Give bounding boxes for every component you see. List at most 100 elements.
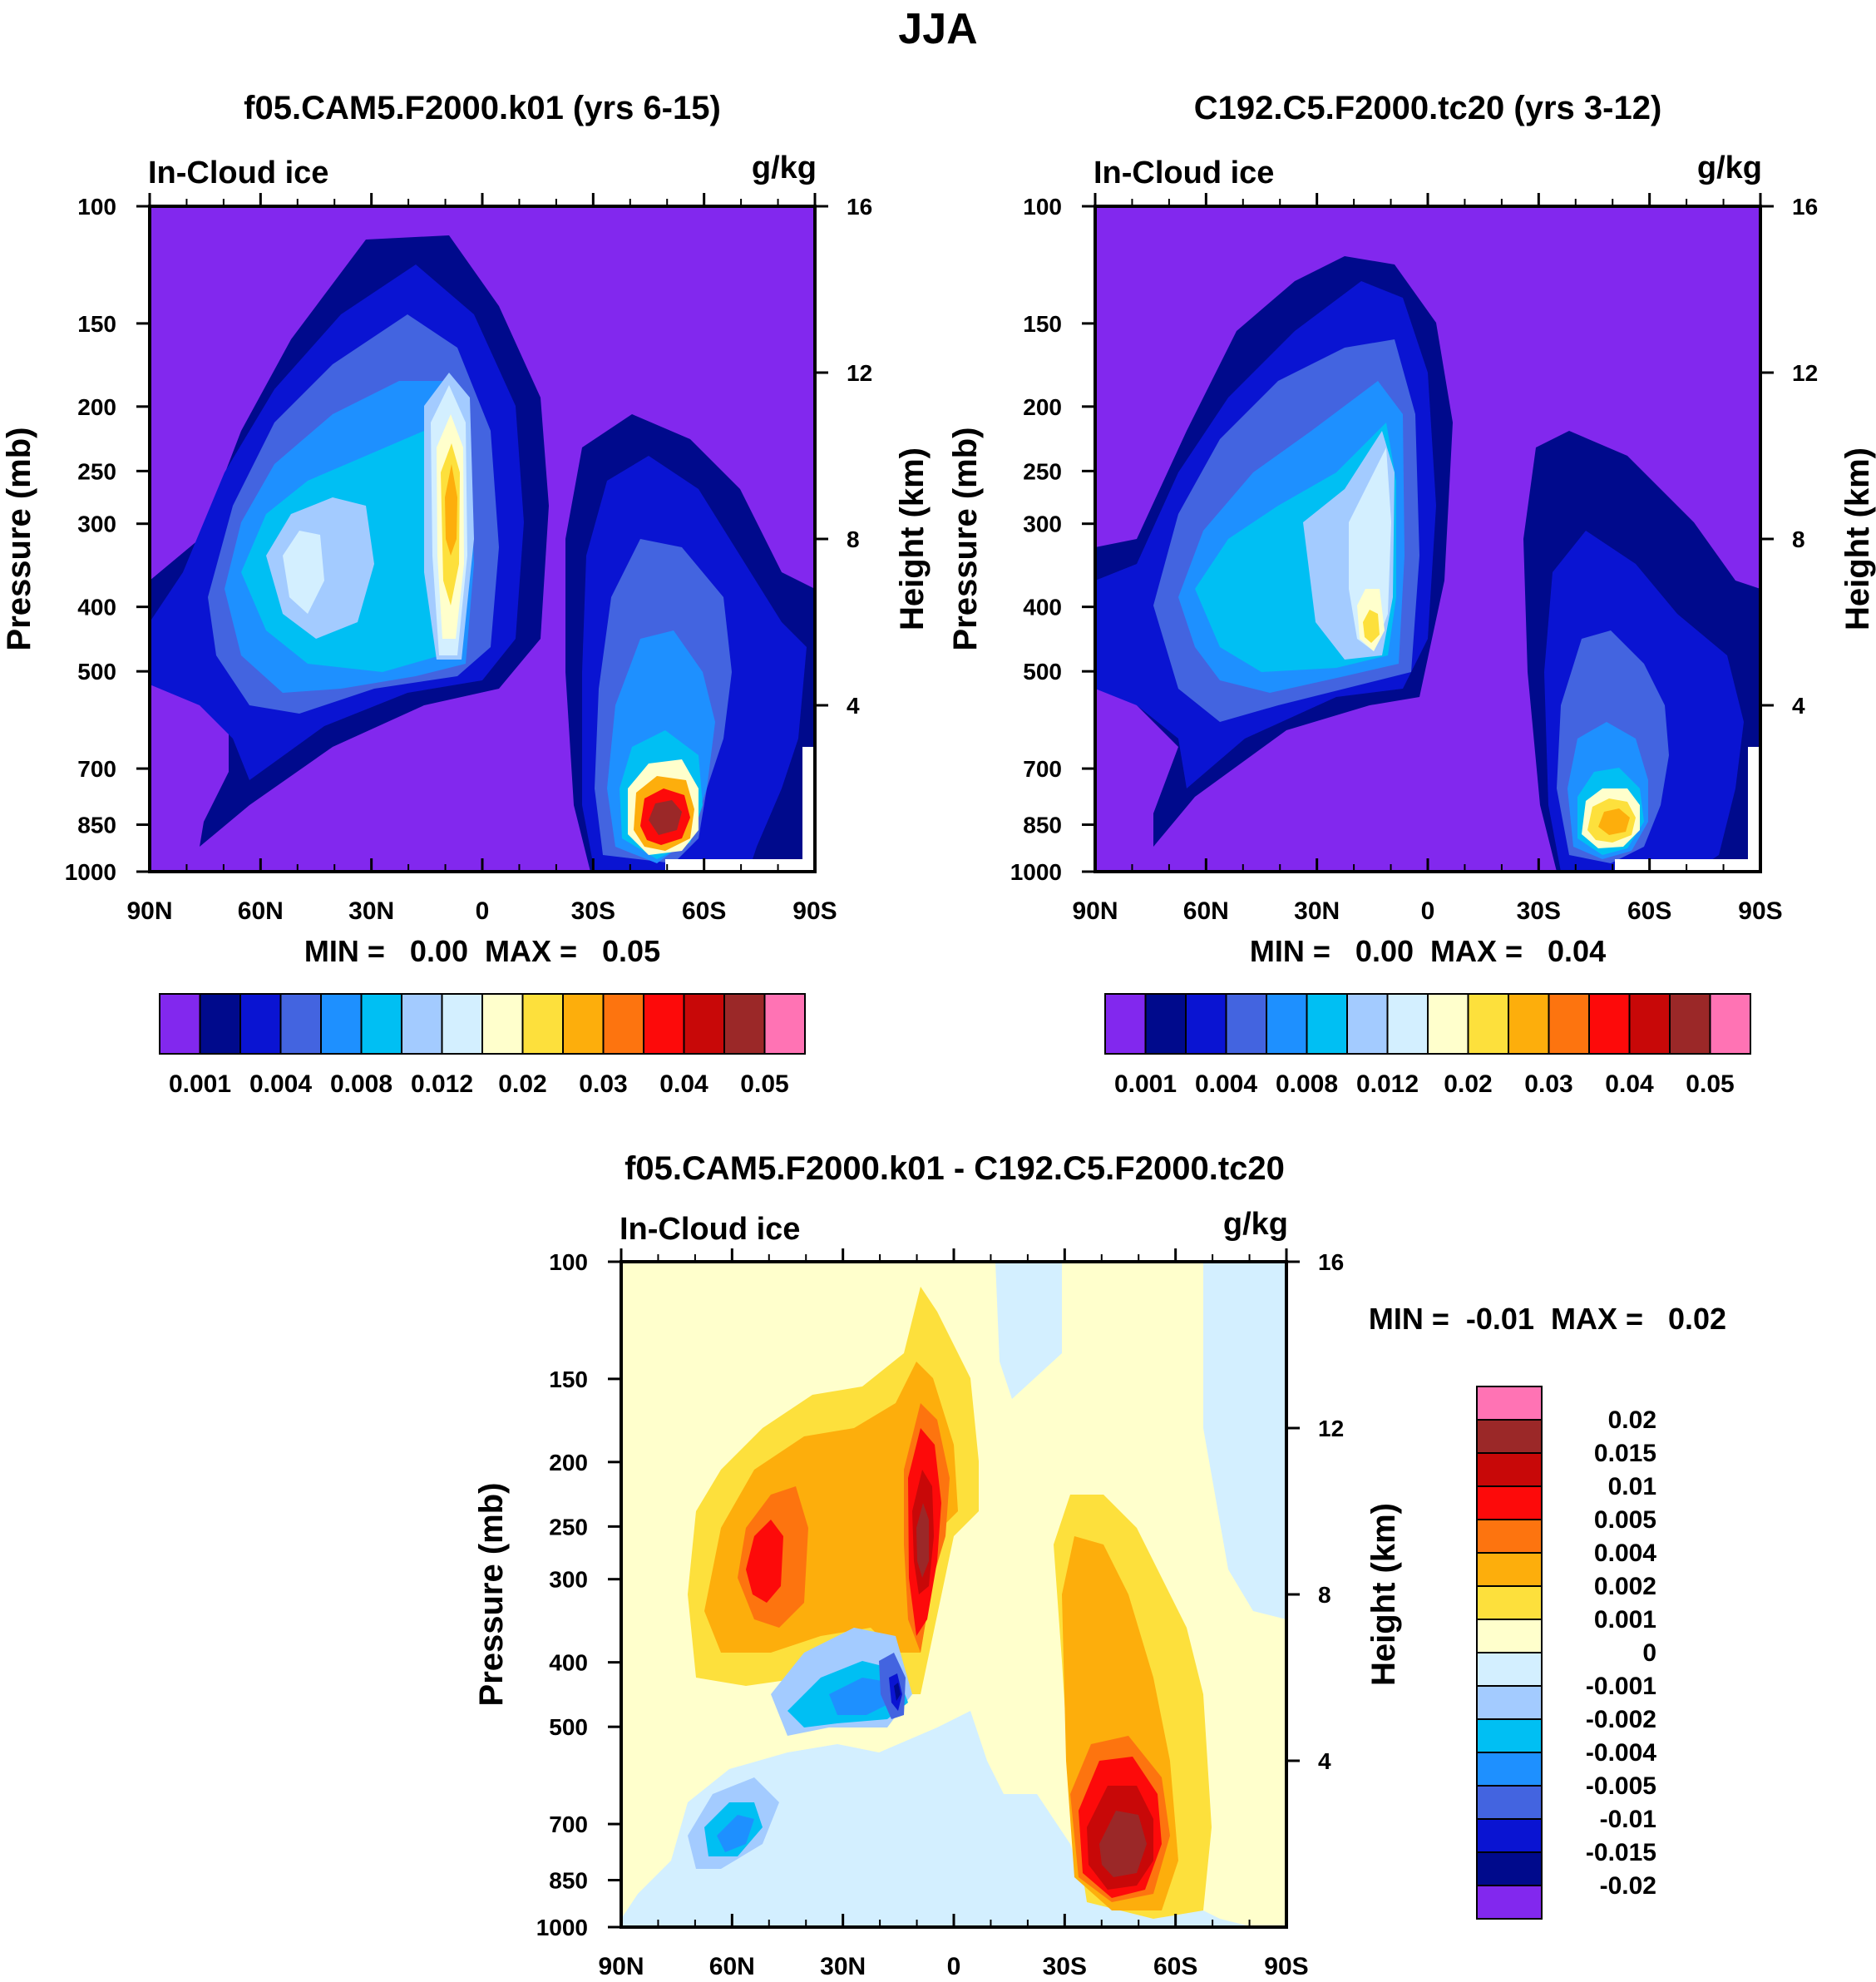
x-tick-label: 90N [598, 1953, 644, 1980]
x-tick-label: 30N [348, 897, 394, 925]
panel-1-units-label: g/kg [752, 151, 817, 185]
colorbar-swatch [1476, 1519, 1543, 1554]
colorbar-label: 0.05 [1686, 1070, 1734, 1098]
panel-3-colorbar: 0.02 0.015 0.01 0.005 0.004 0.002 0.001 0 -0.001… [1476, 1386, 1656, 1920]
height-tick-label: 8 [847, 526, 860, 552]
colorbar-swatch [1427, 993, 1469, 1055]
x-tick-label: 90S [1264, 1953, 1308, 1980]
colorbar-swatch [1476, 1785, 1543, 1820]
x-tick-label: 30S [571, 897, 615, 925]
panel-3-plot-area [620, 1260, 1288, 1929]
colorbar-swatch [1476, 1851, 1543, 1886]
colorbar-swatch [723, 993, 766, 1055]
colorbar-swatch [1476, 1885, 1543, 1920]
height-tick-label: 12 [847, 360, 872, 386]
colorbar-swatch [401, 993, 443, 1055]
colorbar-swatch [1346, 993, 1389, 1055]
colorbar-label: 0.04 [659, 1070, 708, 1098]
panel-3-variable-label: In-Cloud ice [620, 1212, 800, 1247]
pressure-tick-label: 150 [1023, 311, 1062, 337]
colorbar-swatch [1476, 1552, 1543, 1587]
pressure-tick-label: 850 [1023, 813, 1062, 838]
colorbar-swatch [1709, 993, 1751, 1055]
panel-2-ylabel-right: Height (km) [1839, 447, 1876, 630]
panel-2: C192.C5.F2000.tc20 (yrs 3-12) In-Cloud i… [947, 90, 1876, 1098]
colorbar-swatch [199, 993, 241, 1055]
pressure-tick-label: 500 [77, 659, 116, 685]
pressure-tick-label: 1000 [65, 859, 116, 885]
colorbar-swatch [1508, 993, 1550, 1055]
colorbar-swatch [1467, 993, 1509, 1055]
x-tick-label: 30N [1294, 897, 1340, 925]
height-tick-label: 8 [1318, 1582, 1331, 1608]
colorbar-label: 0.005 [1594, 1506, 1656, 1534]
panel-1-ylabel-right: Height (km) [894, 447, 931, 630]
panel-3-title: f05.CAM5.F2000.k01 - C192.C5.F2000.tc20 [625, 1150, 1285, 1187]
panel-3-minmax: MIN = -0.01 MAX = 0.02 [1369, 1302, 1726, 1336]
panel-1-plot-area [148, 205, 817, 873]
height-tick-label: 4 [1792, 693, 1805, 719]
colorbar-swatch [521, 993, 564, 1055]
panel-1-variable-label: In-Cloud ice [148, 156, 328, 190]
colorbar-label: 0.02 [498, 1070, 546, 1098]
pressure-tick-label: 500 [1023, 659, 1062, 685]
x-tick-label: 0 [947, 1953, 961, 1980]
pressure-tick-label: 250 [77, 458, 116, 484]
colorbar-swatch [1386, 993, 1429, 1055]
colorbar-swatch [1548, 993, 1590, 1055]
colorbar-swatch [1476, 1652, 1543, 1687]
colorbar-label: 0.03 [1524, 1070, 1572, 1098]
panel-2-minmax: MIN = 0.00 MAX = 0.04 [1250, 934, 1606, 968]
x-tick-label: 60N [1183, 897, 1229, 925]
panel-1-title: f05.CAM5.F2000.k01 (yrs 6-15) [244, 90, 721, 126]
panel-2-plot-area [1094, 205, 1762, 873]
colorbar-label: -0.02 [1600, 1872, 1656, 1900]
colorbar-swatch [360, 993, 402, 1055]
panel-1-missing-data [665, 859, 815, 872]
pressure-tick-label: 700 [549, 1811, 588, 1837]
colorbar-label: 0.01 [1608, 1473, 1656, 1500]
colorbar-swatch [683, 993, 725, 1055]
colorbar-label: 0.05 [740, 1070, 788, 1098]
x-tick-label: 90N [1072, 897, 1118, 925]
x-tick-label: 30S [1517, 897, 1561, 925]
panel-1-missing-data-right [802, 747, 815, 872]
colorbar-swatch [1476, 1752, 1543, 1787]
pressure-tick-label: 1000 [536, 1915, 588, 1940]
colorbar-label: 0.015 [1594, 1440, 1656, 1467]
pressure-tick-label: 1000 [1010, 859, 1062, 885]
pressure-tick-label: 100 [1023, 194, 1062, 220]
panel-2-colorbar: 0.001 0.004 0.008 0.012 0.02 0.03 0.04 0.05 [1104, 993, 1751, 1098]
pressure-tick-label: 100 [549, 1249, 588, 1275]
colorbar-swatch [481, 993, 524, 1055]
colorbar-swatch [1266, 993, 1308, 1055]
pressure-tick-label: 300 [549, 1567, 588, 1593]
colorbar-swatch [279, 993, 322, 1055]
x-tick-label: 60S [1153, 1953, 1197, 1980]
pressure-tick-label: 700 [1023, 756, 1062, 782]
panel-2-ylabel: Pressure (mb) [947, 428, 984, 651]
colorbar-label: -0.01 [1600, 1806, 1656, 1833]
colorbar-label: 0.001 [1114, 1070, 1177, 1098]
x-tick-label: 90S [792, 897, 837, 925]
panel-1-minmax: MIN = 0.00 MAX = 0.05 [304, 934, 660, 968]
colorbar-swatch [1476, 1386, 1543, 1421]
pressure-tick-label: 200 [77, 394, 116, 420]
height-tick-label: 12 [1792, 360, 1818, 386]
colorbar-swatch [1588, 993, 1631, 1055]
height-tick-label: 16 [847, 194, 872, 220]
colorbar-label: 0.012 [1356, 1070, 1419, 1098]
colorbar-label: 0.004 [249, 1070, 312, 1098]
pressure-tick-label: 850 [77, 813, 116, 838]
panel-1-ylabel: Pressure (mb) [1, 428, 37, 651]
pressure-tick-label: 100 [77, 194, 116, 220]
colorbar-swatch [643, 993, 685, 1055]
pressure-tick-label: 250 [549, 1514, 588, 1540]
panel-3-units-label: g/kg [1223, 1207, 1288, 1242]
panel-2-variable-label: In-Cloud ice [1094, 156, 1274, 190]
panel-3-ylabel-right: Height (km) [1365, 1503, 1402, 1686]
colorbar-swatch [1628, 993, 1671, 1055]
colorbar-swatch [159, 993, 201, 1055]
pressure-tick-label: 700 [77, 756, 116, 782]
panel-3-ylabel: Pressure (mb) [473, 1483, 510, 1707]
